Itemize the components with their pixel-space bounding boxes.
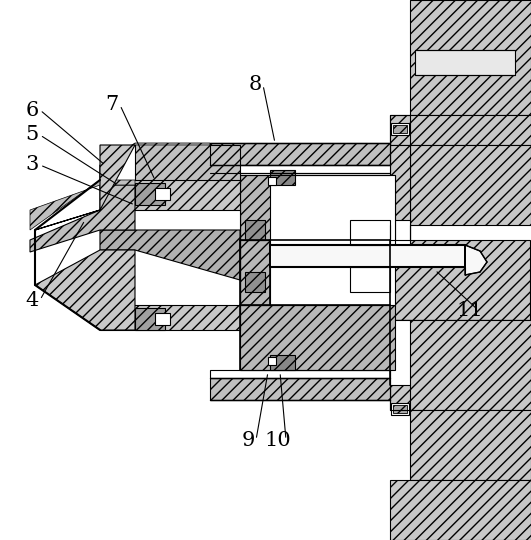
Bar — [210, 378, 390, 400]
Bar — [240, 240, 270, 305]
Polygon shape — [465, 245, 487, 275]
Bar — [390, 320, 410, 385]
Bar — [390, 480, 531, 540]
Bar — [240, 305, 395, 370]
Text: 10: 10 — [264, 430, 292, 449]
Bar — [393, 125, 407, 133]
Text: 3: 3 — [25, 156, 39, 174]
Bar — [415, 50, 515, 75]
Bar — [390, 220, 410, 245]
Bar — [391, 123, 409, 135]
Bar — [210, 370, 390, 378]
Bar — [390, 115, 531, 145]
Bar — [391, 403, 409, 415]
Bar — [350, 220, 390, 245]
Bar — [240, 175, 395, 240]
Polygon shape — [30, 143, 210, 230]
Text: 8: 8 — [249, 76, 262, 94]
Bar — [390, 145, 410, 240]
Bar — [270, 245, 465, 267]
Text: 11: 11 — [457, 300, 483, 320]
Text: 4: 4 — [25, 291, 39, 309]
Text: 6: 6 — [25, 100, 39, 119]
Text: 7: 7 — [105, 96, 118, 114]
Polygon shape — [35, 250, 135, 330]
Text: 9: 9 — [241, 430, 255, 449]
Bar — [390, 320, 531, 410]
Bar — [270, 355, 295, 370]
Bar — [210, 143, 390, 165]
Bar — [270, 175, 395, 305]
Bar — [350, 267, 390, 292]
Text: 5: 5 — [25, 125, 39, 145]
Bar — [135, 308, 165, 330]
Bar — [155, 313, 170, 325]
Bar — [155, 188, 170, 200]
Bar — [130, 210, 240, 305]
Bar — [268, 357, 276, 365]
Polygon shape — [35, 145, 135, 230]
Polygon shape — [30, 185, 135, 252]
Bar — [350, 320, 530, 385]
Bar — [268, 177, 276, 185]
Bar — [270, 170, 295, 185]
Polygon shape — [100, 230, 240, 280]
Bar — [245, 220, 265, 240]
Polygon shape — [135, 143, 240, 185]
Bar — [410, 0, 531, 115]
Bar — [410, 145, 531, 225]
Bar — [410, 410, 531, 480]
Polygon shape — [100, 180, 240, 330]
Bar — [135, 183, 165, 205]
Bar — [245, 272, 265, 292]
Bar — [393, 405, 407, 413]
Bar — [210, 165, 390, 173]
Bar — [350, 240, 530, 320]
